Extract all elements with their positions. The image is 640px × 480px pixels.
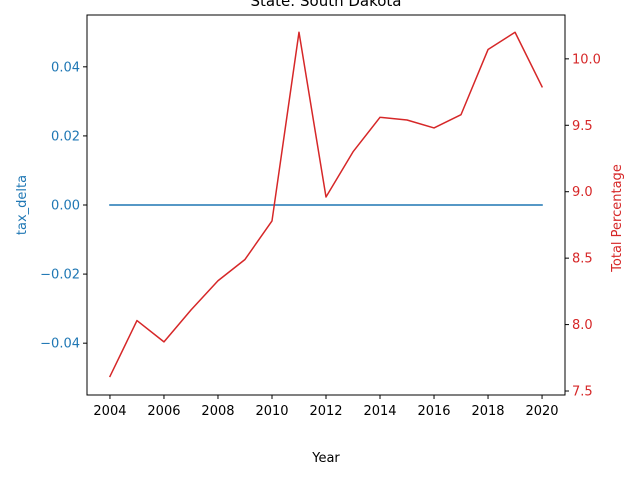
left-y-tick-label: 0.02 xyxy=(51,129,80,144)
x-tick-label: 2006 xyxy=(147,404,180,419)
x-tick-label: 2012 xyxy=(309,404,342,419)
x-tick-label: 2010 xyxy=(255,404,288,419)
right-y-tick-label: 10.0 xyxy=(572,52,601,67)
series-line-total-percentage xyxy=(108,31,544,378)
right-y-tick-label: 9.0 xyxy=(572,185,593,200)
x-tick-label: 2020 xyxy=(525,404,558,419)
x-tick-label: 2004 xyxy=(93,404,126,419)
right-y-tick-label: 9.5 xyxy=(572,119,593,134)
x-axis-label: Year xyxy=(311,451,340,466)
right-y-tick-label: 8.0 xyxy=(572,318,593,333)
x-axis: 2004 2006 2008 2010 2012 2014 2016 2018 2020 xyxy=(93,395,559,419)
x-tick-label: 2014 xyxy=(363,404,396,419)
x-tick-label: 2018 xyxy=(471,404,504,419)
left-y-axis-label: tax_delta xyxy=(15,175,30,235)
right-y-tick-label: 7.5 xyxy=(572,385,593,400)
chart-title: State: South Dakota xyxy=(250,0,401,10)
left-y-tick-label: 0.00 xyxy=(51,199,80,214)
left-y-tick-label: −0.04 xyxy=(40,337,80,352)
series-layer xyxy=(108,31,544,378)
right-y-tick-label: 8.5 xyxy=(572,252,593,267)
right-y-axis-label: Total Percentage xyxy=(610,164,625,273)
right-y-axis: 7.5 8.0 8.5 9.0 9.5 10.0 xyxy=(565,52,601,400)
x-tick-label: 2008 xyxy=(201,404,234,419)
x-tick-label: 2016 xyxy=(417,404,450,419)
left-y-axis: −0.04 −0.02 0.00 0.02 0.04 xyxy=(40,60,87,352)
left-y-tick-label: 0.04 xyxy=(51,60,80,75)
left-y-tick-label: −0.02 xyxy=(40,268,80,283)
